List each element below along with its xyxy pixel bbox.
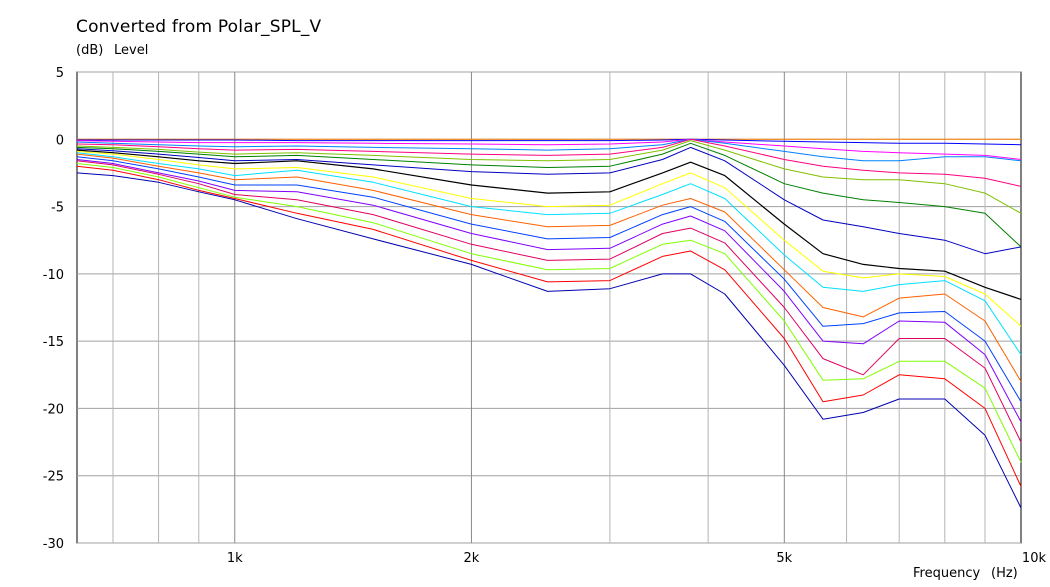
y-tick-label: -15 — [43, 335, 64, 350]
series-line — [76, 159, 1022, 423]
y-tick-label: -25 — [43, 470, 64, 485]
series-line — [76, 138, 1022, 162]
series-line — [76, 138, 1022, 160]
y-axis-label: Level — [114, 43, 149, 58]
series-line — [76, 140, 1022, 214]
series-line — [76, 138, 1022, 187]
series-line — [76, 163, 1022, 463]
series-line — [76, 153, 1022, 382]
x-tick-label: 10k — [1022, 551, 1047, 566]
series-line — [76, 165, 1022, 487]
y-tick-label: -20 — [43, 402, 64, 417]
x-tick-label: 5k — [776, 551, 792, 566]
x-axis-label: Frequency — [913, 566, 981, 581]
x-tick-label: 2k — [464, 551, 480, 566]
series-line — [76, 146, 1022, 255]
series-line — [76, 142, 1022, 248]
y-axis-unit: (dB) — [76, 43, 104, 58]
axis-ticks: 5 0 -5 -10 -15 -20 -25 -30 1k 2k 5k 10k — [43, 66, 1047, 566]
y-tick-label: 0 — [56, 133, 64, 148]
y-tick-label: -10 — [43, 268, 64, 283]
series-line — [76, 152, 1022, 355]
data-series — [76, 138, 1022, 509]
x-axis-unit: (Hz) — [991, 566, 1018, 581]
series-line — [76, 156, 1022, 402]
y-tick-label: -5 — [51, 201, 64, 216]
y-tick-label: -30 — [43, 537, 64, 552]
series-line — [77, 138, 1022, 146]
series-line — [76, 150, 1022, 327]
x-tick-label: 1k — [227, 551, 243, 566]
series-line — [76, 172, 1022, 509]
chart-title: Converted from Polar_SPL_V — [76, 17, 322, 37]
series-line — [76, 160, 1022, 443]
series-line — [76, 149, 1022, 300]
y-tick-label: 5 — [56, 66, 64, 81]
